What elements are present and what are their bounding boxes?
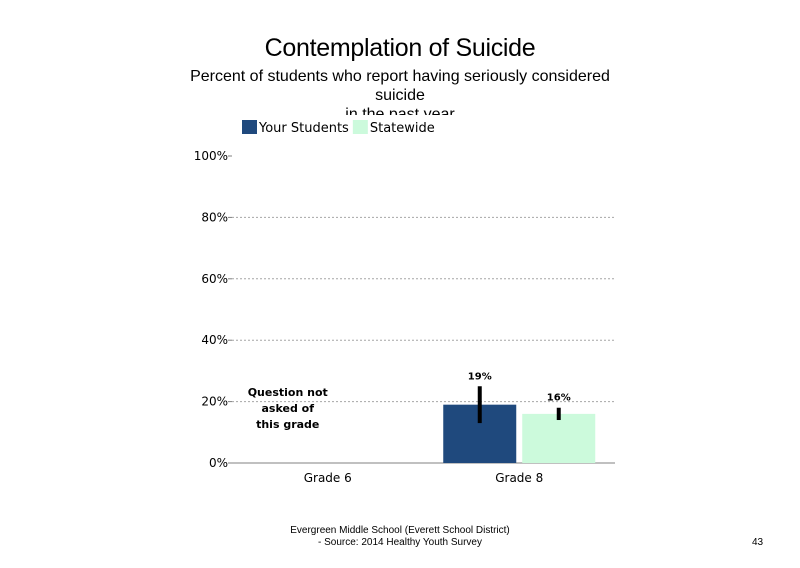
- y-tick-label: 20%: [201, 395, 228, 409]
- subtitle-line: in the past year: [345, 106, 455, 115]
- annotation-text: this grade: [256, 418, 319, 431]
- footer-source: - Source: 2014 Healthy Youth Survey: [318, 537, 482, 548]
- annotation-text: Question not: [248, 386, 328, 399]
- legend-swatch: [242, 120, 257, 134]
- footer-school: Evergreen Middle School (Everett School …: [290, 525, 510, 536]
- y-tick-label: 40%: [201, 333, 228, 347]
- x-tick-label: Grade 6: [304, 471, 352, 485]
- bar: [522, 413, 596, 463]
- annotation-text: asked of: [262, 402, 315, 415]
- chart-subtitle: Percent of students who report having se…: [170, 67, 630, 115]
- data-label: 19%: [468, 371, 492, 382]
- y-tick-label: 100%: [194, 149, 228, 163]
- page-number: 43: [752, 537, 764, 548]
- subtitle-line: Percent of students who report having se…: [190, 68, 610, 85]
- y-tick-label: 80%: [201, 210, 228, 224]
- y-tick-label: 60%: [201, 272, 228, 286]
- subtitle-line: suicide: [375, 87, 425, 104]
- legend-label: Statewide: [370, 121, 435, 136]
- legend-swatch: [352, 120, 368, 134]
- data-label: 16%: [547, 393, 571, 404]
- x-tick-label: Grade 8: [495, 471, 543, 485]
- y-tick-label: 0%: [209, 456, 228, 470]
- legend-label: Your Students: [258, 121, 349, 136]
- footer: Evergreen Middle School (Everett School …: [230, 525, 570, 549]
- chart-title: Contemplation of Suicide: [264, 34, 536, 62]
